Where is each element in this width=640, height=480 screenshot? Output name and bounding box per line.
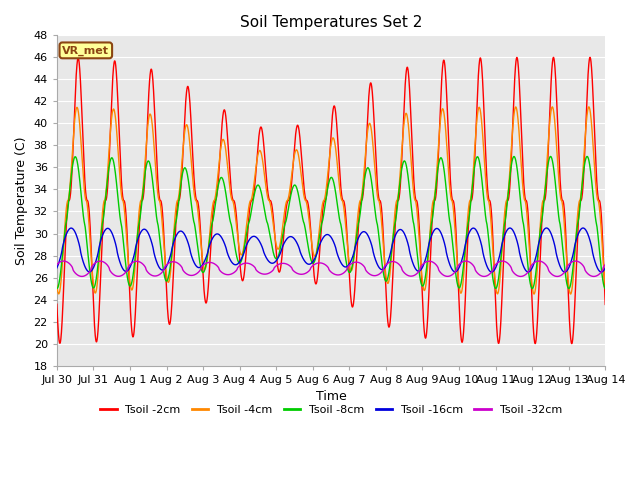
Tsoil -16cm: [579, 225, 587, 231]
Tsoil -32cm: [532, 259, 540, 265]
Tsoil -16cm: [148, 240, 156, 246]
Tsoil -4cm: [566, 291, 574, 297]
Tsoil -4cm: [591, 169, 598, 175]
Tsoil -8cm: [602, 286, 609, 291]
Tsoil -32cm: [116, 274, 124, 279]
Tsoil -8cm: [532, 274, 540, 279]
Text: VR_met: VR_met: [62, 45, 109, 56]
Line: Tsoil -8cm: Tsoil -8cm: [57, 156, 605, 288]
Tsoil -32cm: [287, 264, 295, 270]
Tsoil -16cm: [53, 265, 61, 271]
Tsoil -16cm: [591, 258, 598, 264]
Tsoil -32cm: [590, 274, 598, 279]
Legend: Tsoil -2cm, Tsoil -4cm, Tsoil -8cm, Tsoil -16cm, Tsoil -32cm: Tsoil -2cm, Tsoil -4cm, Tsoil -8cm, Tsoi…: [95, 401, 566, 420]
Tsoil -2cm: [568, 341, 575, 347]
Tsoil -4cm: [116, 168, 124, 174]
Tsoil -8cm: [53, 286, 61, 291]
Line: Tsoil -16cm: Tsoil -16cm: [57, 228, 605, 272]
Tsoil -2cm: [602, 301, 609, 307]
Tsoil -2cm: [116, 135, 124, 141]
Tsoil -2cm: [586, 55, 594, 60]
Tsoil -16cm: [602, 265, 609, 271]
Tsoil -4cm: [263, 192, 271, 198]
Tsoil -16cm: [287, 234, 295, 240]
Tsoil -16cm: [597, 269, 605, 275]
Tsoil -32cm: [53, 262, 61, 267]
Tsoil -2cm: [53, 301, 61, 307]
Tsoil -2cm: [148, 68, 156, 74]
Tsoil -8cm: [287, 192, 295, 198]
Tsoil -32cm: [263, 271, 271, 277]
Tsoil -2cm: [263, 183, 271, 189]
Line: Tsoil -32cm: Tsoil -32cm: [57, 261, 605, 276]
Tsoil -32cm: [602, 262, 609, 267]
Title: Soil Temperatures Set 2: Soil Temperatures Set 2: [240, 15, 422, 30]
Tsoil -4cm: [148, 119, 156, 125]
Tsoil -16cm: [532, 256, 540, 262]
Tsoil -4cm: [585, 104, 593, 110]
Tsoil -2cm: [287, 187, 295, 193]
Tsoil -2cm: [532, 340, 540, 346]
Tsoil -8cm: [148, 173, 156, 179]
Line: Tsoil -2cm: Tsoil -2cm: [57, 58, 605, 344]
Tsoil -8cm: [565, 286, 573, 291]
Tsoil -32cm: [591, 274, 598, 279]
X-axis label: Time: Time: [316, 390, 346, 403]
Tsoil -4cm: [602, 283, 609, 288]
Tsoil -8cm: [591, 210, 598, 216]
Tsoil -16cm: [263, 256, 271, 262]
Tsoil -8cm: [116, 208, 124, 214]
Tsoil -4cm: [287, 179, 295, 184]
Tsoil -32cm: [148, 273, 156, 278]
Tsoil -4cm: [53, 282, 61, 288]
Tsoil -2cm: [591, 137, 598, 143]
Tsoil -32cm: [572, 258, 579, 264]
Tsoil -16cm: [116, 257, 124, 263]
Tsoil -8cm: [583, 154, 591, 159]
Y-axis label: Soil Temperature (C): Soil Temperature (C): [15, 136, 28, 265]
Tsoil -4cm: [532, 287, 540, 292]
Tsoil -8cm: [263, 219, 271, 225]
Line: Tsoil -4cm: Tsoil -4cm: [57, 107, 605, 294]
